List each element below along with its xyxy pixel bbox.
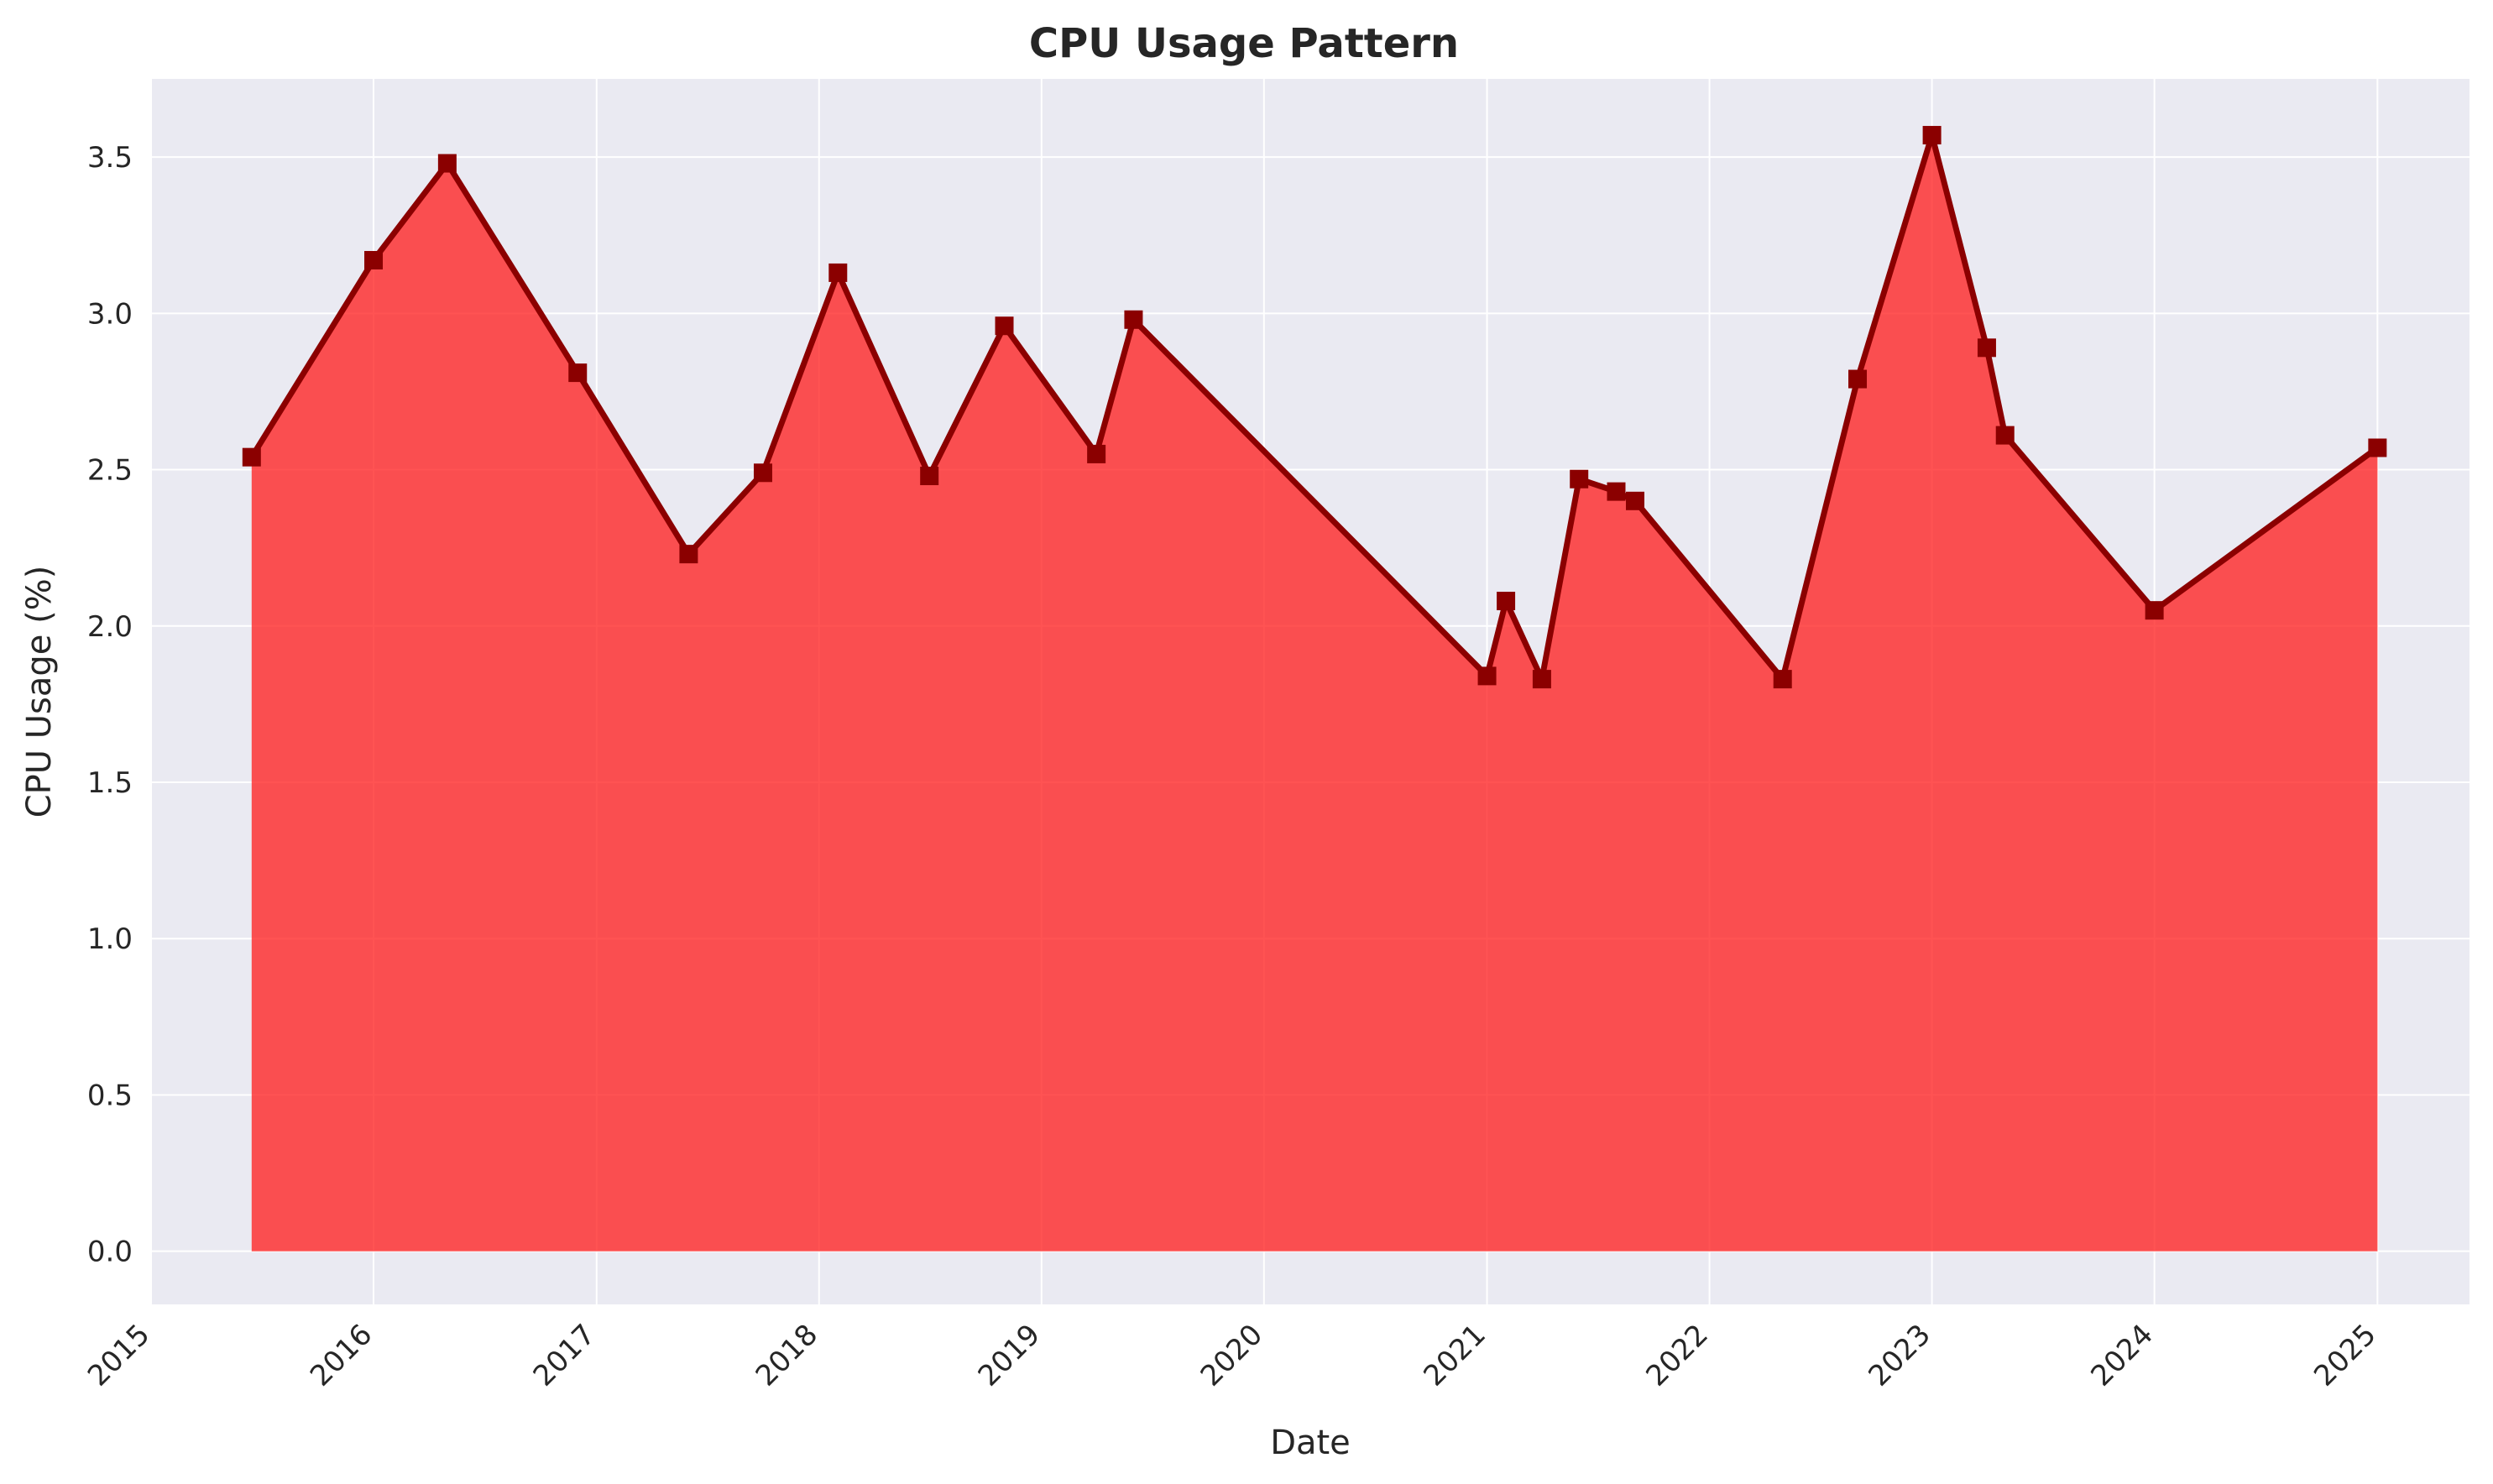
y-tick-label: 0.0 xyxy=(87,1236,133,1269)
y-axis-ticks: 0.0 0.5 1.0 1.5 2.0 2.5 3.0 3.5 xyxy=(87,141,133,1269)
data-point-marker xyxy=(242,447,261,467)
data-point-marker xyxy=(1607,482,1626,501)
x-axis-label: Date xyxy=(1270,1424,1351,1462)
data-point-marker xyxy=(1848,369,1868,389)
data-point-marker xyxy=(364,251,384,270)
data-point-marker xyxy=(753,463,772,483)
x-tick-label: 2018 xyxy=(750,1318,824,1393)
y-tick-label: 2.5 xyxy=(87,454,133,488)
data-point-marker xyxy=(995,316,1014,336)
y-tick-label: 3.5 xyxy=(87,141,133,175)
y-tick-label: 1.5 xyxy=(87,766,133,800)
data-point-marker xyxy=(1773,670,1792,689)
data-point-marker xyxy=(2368,438,2387,457)
x-tick-label: 2023 xyxy=(1862,1318,1936,1393)
data-point-marker xyxy=(1087,444,1106,463)
cpu-usage-line xyxy=(248,132,2380,682)
data-point-marker xyxy=(1995,426,2015,445)
x-tick-label: 2021 xyxy=(1417,1318,1492,1393)
data-point-marker xyxy=(1532,670,1551,689)
data-point-marker xyxy=(679,545,698,564)
x-tick-label: 2022 xyxy=(1639,1318,1714,1393)
data-point-marker xyxy=(1497,591,1516,610)
y-tick-label: 0.5 xyxy=(87,1079,133,1112)
x-tick-label: 2024 xyxy=(2085,1318,2160,1393)
data-point-marker xyxy=(568,363,588,383)
x-tick-label: 2015 xyxy=(81,1318,156,1393)
y-tick-label: 3.0 xyxy=(87,297,133,331)
x-axis-ticks: 2015 2016 2017 2018 2019 2020 2021 2022 2023 2024… xyxy=(81,1318,2383,1393)
data-markers xyxy=(242,126,2387,689)
data-point-marker xyxy=(2145,601,2164,620)
x-tick-label: 2016 xyxy=(304,1318,379,1393)
cpu-usage-area xyxy=(251,135,2378,1251)
y-axis-label: CPU Usage (%) xyxy=(20,566,59,818)
data-point-marker xyxy=(1124,310,1143,329)
y-tick-label: 1.0 xyxy=(87,922,133,956)
data-point-marker xyxy=(1625,491,1644,510)
x-tick-label: 2025 xyxy=(2307,1318,2382,1393)
y-tick-label: 2.0 xyxy=(87,610,133,644)
data-point-marker xyxy=(1570,469,1589,489)
x-tick-label: 2019 xyxy=(972,1318,1047,1393)
x-tick-label: 2017 xyxy=(527,1318,602,1393)
data-point-marker xyxy=(920,467,939,486)
data-point-marker xyxy=(437,154,457,173)
data-point-marker xyxy=(1922,126,1942,145)
x-tick-label: 2020 xyxy=(1194,1318,1269,1393)
chart-title: CPU Usage Pattern xyxy=(1029,20,1459,67)
data-point-marker xyxy=(1477,666,1497,686)
data-point-marker xyxy=(1977,338,1996,358)
data-point-marker xyxy=(828,263,848,282)
